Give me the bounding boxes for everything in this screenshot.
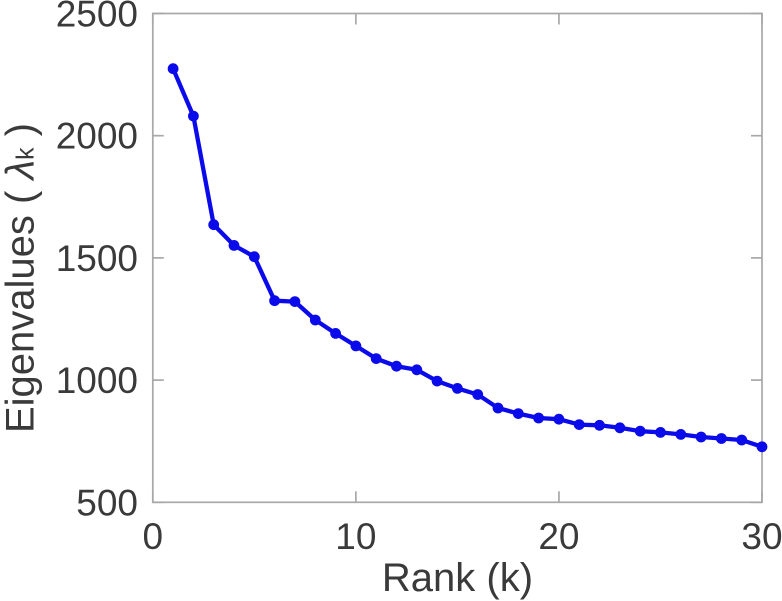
y-tick-label: 2000 — [56, 116, 138, 157]
data-point-marker — [289, 296, 301, 307]
lambda-subscript: k — [12, 147, 40, 160]
data-point-marker — [208, 219, 220, 231]
data-point-marker — [188, 110, 199, 122]
data-point-marker — [695, 431, 707, 443]
data-point-marker — [391, 360, 402, 372]
y-axis-label: Eigenvalues ( λk ) — [0, 123, 44, 433]
x-tick-label: 20 — [538, 516, 579, 557]
lambda-symbol: λ — [0, 159, 43, 180]
y-tick-label: 1500 — [56, 238, 138, 279]
y-tick-label: 1000 — [56, 360, 138, 401]
y-axis-label-text: Eigenvalues ( — [0, 179, 43, 434]
eigenvalue-series-line — [170, 66, 765, 449]
data-point-marker — [614, 422, 626, 434]
x-axis-label: Rank (k) — [381, 556, 534, 600]
data-point-marker — [492, 402, 504, 414]
x-tick-label: 0 — [143, 516, 164, 557]
data-point-marker — [756, 441, 768, 453]
data-point-marker — [228, 240, 240, 251]
x-tick-label: 30 — [741, 516, 782, 557]
data-point-marker — [594, 419, 605, 431]
data-point-marker — [431, 375, 443, 387]
data-point-marker — [512, 408, 524, 419]
data-point-marker — [269, 295, 280, 307]
data-point-marker — [452, 383, 463, 394]
data-point-marker — [167, 63, 179, 75]
data-point-marker — [736, 434, 748, 446]
data-point-marker — [309, 314, 321, 326]
data-point-marker — [716, 433, 727, 444]
data-point-marker — [411, 364, 423, 376]
x-tick-label: 10 — [335, 516, 376, 557]
data-point-marker — [472, 389, 484, 400]
data-point-marker — [350, 340, 362, 352]
data-point-marker — [248, 251, 260, 263]
data-point-marker — [655, 427, 666, 438]
data-point-marker — [634, 425, 646, 437]
plot-box — [151, 12, 763, 504]
data-point-marker — [370, 353, 382, 364]
data-point-marker — [675, 429, 687, 440]
data-point-marker — [573, 419, 585, 430]
y-tick-label: 500 — [76, 482, 138, 523]
data-point-marker — [553, 413, 565, 425]
data-point-marker — [533, 412, 544, 424]
data-point-marker — [330, 328, 341, 339]
y-axis-label-close: ) — [0, 122, 43, 148]
y-tick-label: 2500 — [56, 0, 138, 35]
